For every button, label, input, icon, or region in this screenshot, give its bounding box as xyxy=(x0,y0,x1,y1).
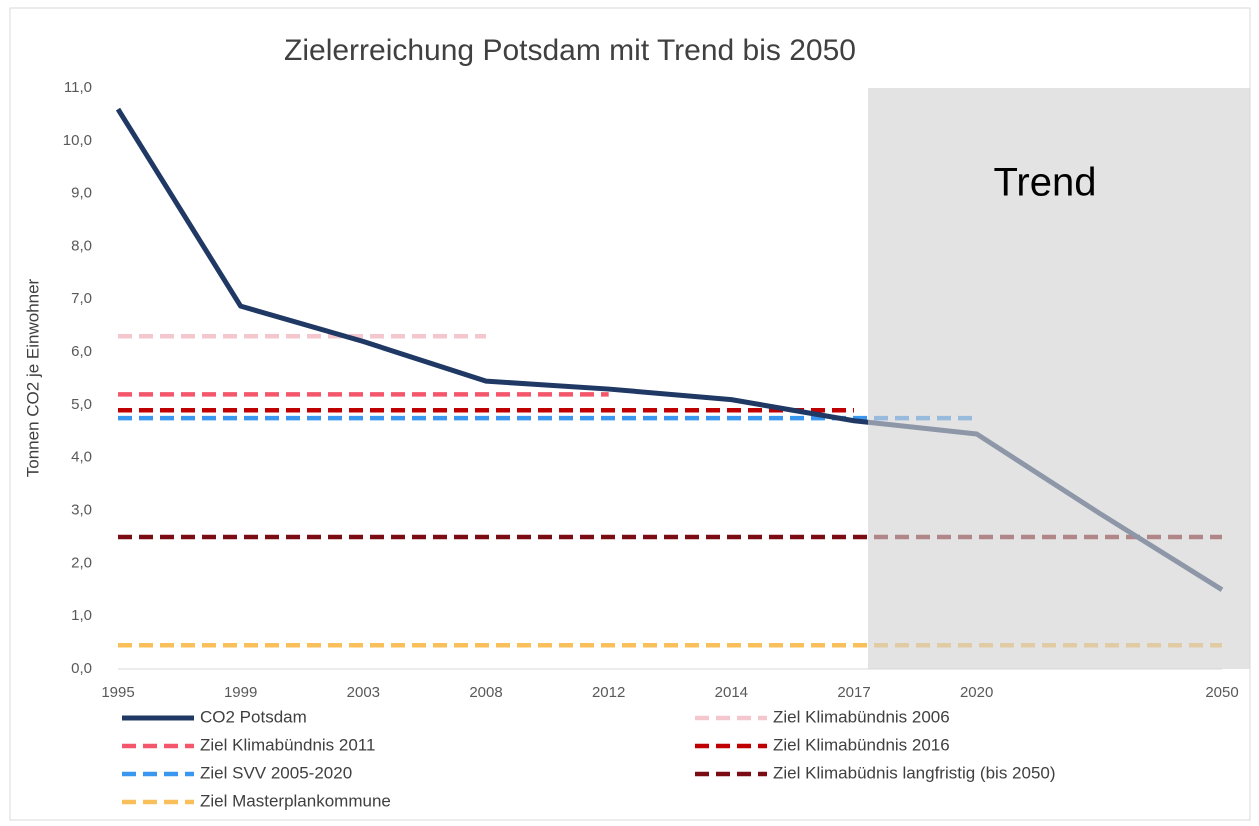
x-tick-label: 2014 xyxy=(715,684,748,701)
legend-label: Ziel Klimabüdnis langfristig (bis 2050) xyxy=(773,763,1056,782)
trend-region xyxy=(868,88,1250,669)
x-tick-label: 2050 xyxy=(1205,684,1238,701)
legend-label: Ziel Klimabündnis 2006 xyxy=(773,707,950,726)
x-tick-label: 1995 xyxy=(101,684,134,701)
y-tick-label: 8,0 xyxy=(71,237,92,254)
chart-title: Zielerreichung Potsdam mit Trend bis 205… xyxy=(284,34,856,67)
y-tick-label: 5,0 xyxy=(71,396,92,413)
y-tick-label: 3,0 xyxy=(71,502,92,519)
y-tick-label: 6,0 xyxy=(71,343,92,360)
x-tick-label: 2008 xyxy=(469,684,502,701)
y-tick-label: 10,0 xyxy=(63,132,92,149)
legend-label: Ziel Klimabündnis 2011 xyxy=(200,735,375,754)
y-tick-label: 1,0 xyxy=(71,607,92,624)
legend-label: Ziel Masterplankommune xyxy=(200,791,391,810)
annotation: Trend xyxy=(993,161,1096,205)
x-tick-label: 2003 xyxy=(347,684,380,701)
x-tick-label: 2017 xyxy=(837,684,870,701)
x-tick-label: 2012 xyxy=(592,684,625,701)
y-tick-label: 2,0 xyxy=(71,554,92,571)
y-tick-label: 9,0 xyxy=(71,185,92,202)
legend-label: Ziel SVV 2005-2020 xyxy=(200,763,352,782)
x-tick-label: 1999 xyxy=(224,684,257,701)
y-tick-label: 11,0 xyxy=(64,79,92,96)
x-tick-label: 2020 xyxy=(960,684,993,701)
y-axis-title: Tonnen CO2 je Einwohner xyxy=(23,278,42,477)
y-tick-label: 7,0 xyxy=(71,290,92,307)
y-tick-label: 0,0 xyxy=(71,660,92,677)
legend-label: Ziel Klimabündnis 2016 xyxy=(773,735,950,754)
legend-label: CO2 Potsdam xyxy=(200,707,307,726)
y-tick-label: 4,0 xyxy=(71,449,92,466)
